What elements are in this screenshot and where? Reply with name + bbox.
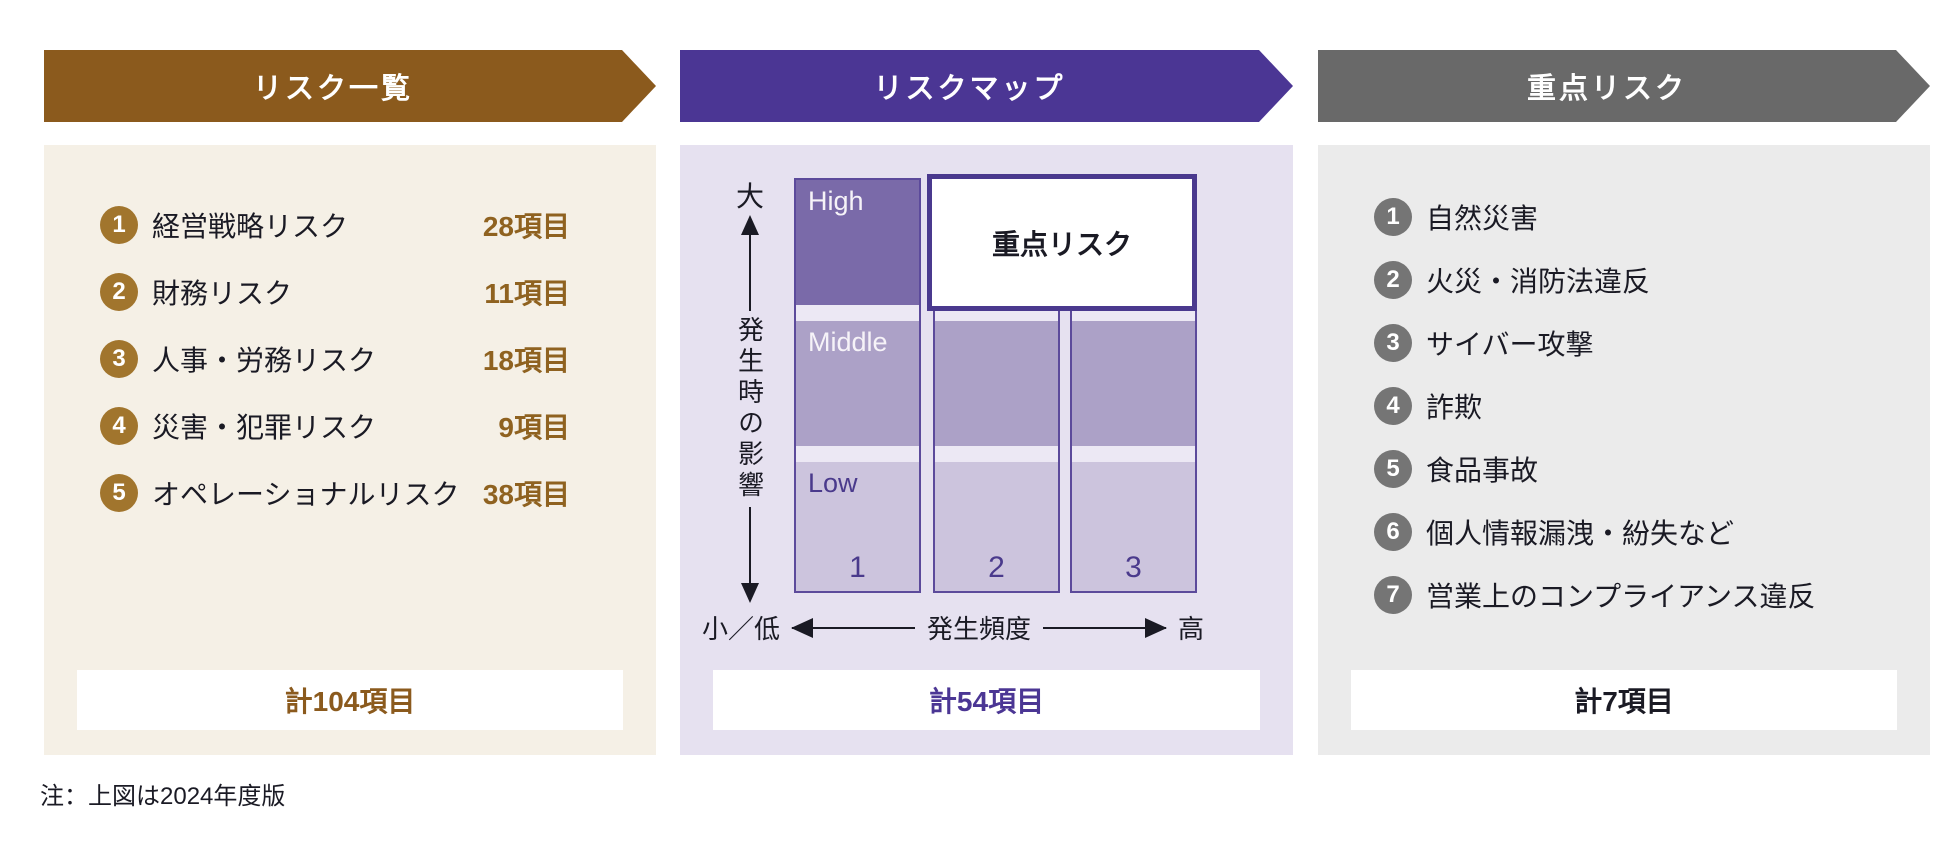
list-item: 4 災害・犯罪リスク 9項目 xyxy=(100,392,570,459)
list-item: 3 人事・労務リスク 18項目 xyxy=(100,325,570,392)
item-label: 経営戦略リスク xyxy=(152,210,349,242)
stage-header-priority-risks: 重点リスク xyxy=(1318,50,1930,122)
item-number-badge: 7 xyxy=(1374,575,1412,614)
priority-risks-panel: 1 自然災害 2 火災・消防法違反 3 サイバー攻撃 4 詐欺 5 食品事故 6… xyxy=(1318,145,1930,755)
y-axis-line xyxy=(749,507,751,583)
item-number-badge: 5 xyxy=(1374,449,1412,488)
item-number-badge: 4 xyxy=(1374,386,1412,425)
item-number-badge: 3 xyxy=(1374,323,1412,362)
y-axis-high-label: 大 xyxy=(735,181,764,212)
column-number: 2 xyxy=(988,551,1005,584)
item-label: オペレーショナルリスク xyxy=(152,478,460,510)
list-item: 2 火災・消防法違反 xyxy=(1374,248,1890,311)
column-number: 3 xyxy=(1125,551,1142,584)
item-label: 財務リスク xyxy=(152,277,293,309)
list-item: 5 オペレーショナルリスク 38項目 xyxy=(100,459,570,526)
item-label: 個人情報漏洩・紛失など xyxy=(1426,517,1735,549)
item-number-badge: 5 xyxy=(100,473,138,512)
x-axis-high-label: 高 xyxy=(1178,614,1205,644)
row-label-middle: Middle xyxy=(808,327,888,357)
item-label: 災害・犯罪リスク xyxy=(152,411,377,443)
item-number-badge: 2 xyxy=(100,272,138,311)
item-number-badge: 2 xyxy=(1374,260,1412,299)
stage-header-risk-map-label: リスクマップ xyxy=(873,73,1066,105)
priority-risk-box: 重点リスク xyxy=(927,174,1197,311)
map-cell-high: High xyxy=(796,180,919,305)
footnote: 注：上図は2024年度版 xyxy=(40,783,286,810)
item-label: 営業上のコンプライアンス違反 xyxy=(1426,580,1816,612)
row-gap xyxy=(796,446,919,462)
right-arrow-icon xyxy=(1043,617,1167,638)
map-cell-middle xyxy=(1072,321,1195,446)
row-label-low: Low xyxy=(808,468,858,498)
x-axis: 小／低 発生頻度 高 xyxy=(702,609,1204,646)
map-cell-middle xyxy=(935,321,1058,446)
item-count: 38項目 xyxy=(482,478,570,510)
item-label: 人事・労務リスク xyxy=(152,344,377,376)
item-count: 28項目 xyxy=(482,210,570,242)
list-item: 6 個人情報漏洩・紛失など xyxy=(1374,500,1890,563)
stage-header-risk-list-label: リスク一覧 xyxy=(252,73,413,105)
item-number-badge: 1 xyxy=(1374,197,1412,236)
item-count: 9項目 xyxy=(498,411,570,443)
y-axis-title: 発生時の影響 xyxy=(734,316,765,502)
list-item: 2 財務リスク 11項目 xyxy=(100,258,570,325)
map-cell-low: 3 xyxy=(1072,462,1195,591)
map-column-1: High Middle Low 1 xyxy=(794,178,921,593)
y-axis-line xyxy=(749,235,751,311)
x-axis-low-label: 小／低 xyxy=(702,614,781,644)
list-item: 3 サイバー攻撃 xyxy=(1374,311,1890,374)
stage-header-risk-list: リスク一覧 xyxy=(44,50,656,122)
item-label: 火災・消防法違反 xyxy=(1426,265,1651,297)
item-number-badge: 3 xyxy=(100,339,138,378)
risk-list-panel: 1 経営戦略リスク 28項目 2 財務リスク 11項目 3 人事・労務リスク 1… xyxy=(44,145,656,755)
item-label: 自然災害 xyxy=(1426,202,1539,234)
risk-map-panel: 大 発生時の影響 High Middle Low 1 xyxy=(680,145,1293,755)
item-label: 食品事故 xyxy=(1426,454,1539,486)
row-label-high: High xyxy=(808,186,864,216)
item-label: 詐欺 xyxy=(1426,391,1483,423)
up-arrow-icon xyxy=(741,215,759,235)
down-arrow-icon xyxy=(741,583,759,603)
item-number-badge: 6 xyxy=(1374,512,1412,551)
list-item: 1 自然災害 xyxy=(1374,185,1890,248)
stage-header-risk-map: リスクマップ xyxy=(680,50,1293,122)
risk-list: 1 経営戦略リスク 28項目 2 財務リスク 11項目 3 人事・労務リスク 1… xyxy=(100,191,570,526)
item-count: 11項目 xyxy=(484,277,570,309)
map-cell-low: Low 1 xyxy=(796,462,919,591)
row-gap xyxy=(796,305,919,321)
item-number-badge: 4 xyxy=(100,406,138,445)
y-axis: 発生時の影響 xyxy=(733,215,767,603)
row-gap xyxy=(1072,446,1195,462)
total-badge-priority-risks: 計7項目 xyxy=(1351,670,1897,730)
left-arrow-icon xyxy=(791,617,915,638)
column-number: 1 xyxy=(849,551,866,584)
item-count: 18項目 xyxy=(482,344,570,376)
stage-header-priority-risks-label: 重点リスク xyxy=(1526,73,1687,105)
row-gap xyxy=(935,446,1058,462)
item-number-badge: 1 xyxy=(100,205,138,244)
x-axis-title: 発生頻度 xyxy=(927,614,1032,644)
total-badge-risk-map: 計54項目 xyxy=(713,670,1260,730)
item-label: サイバー攻撃 xyxy=(1426,328,1594,360)
map-cell-low: 2 xyxy=(935,462,1058,591)
list-item: 7 営業上のコンプライアンス違反 xyxy=(1374,563,1890,626)
list-item: 1 経営戦略リスク 28項目 xyxy=(100,191,570,258)
map-cell-middle: Middle xyxy=(796,321,919,446)
priority-risk-list: 1 自然災害 2 火災・消防法違反 3 サイバー攻撃 4 詐欺 5 食品事故 6… xyxy=(1374,185,1890,626)
list-item: 4 詐欺 xyxy=(1374,374,1890,437)
list-item: 5 食品事故 xyxy=(1374,437,1890,500)
total-badge-risk-list: 計104項目 xyxy=(77,670,623,730)
